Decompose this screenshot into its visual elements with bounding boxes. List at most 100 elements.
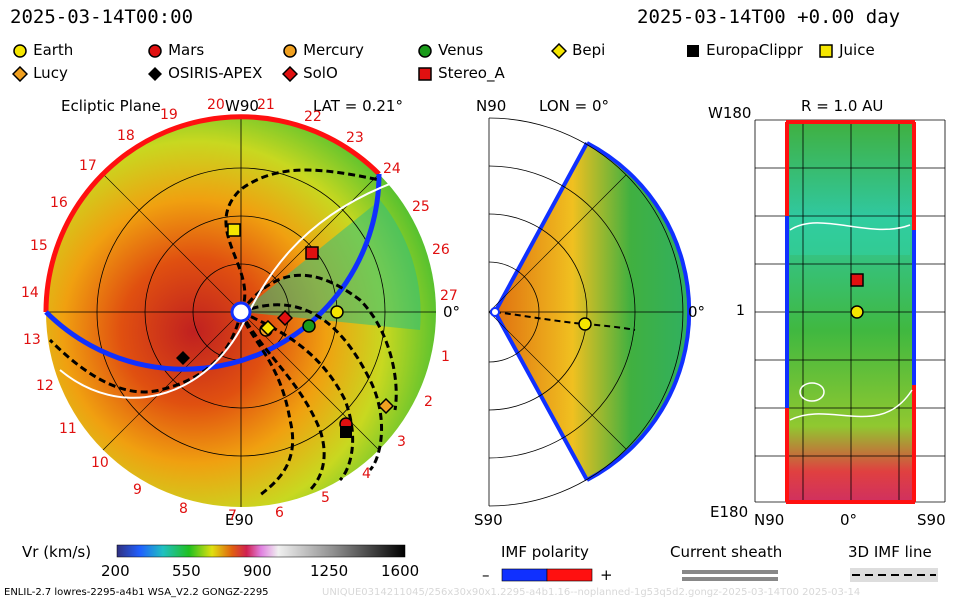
juice-square-icon [819, 43, 833, 58]
footer-left: ENLIL-2.7 lowres-2295-a4b1 WSA_V2.2 GONG… [4, 587, 269, 598]
tick-14: 14 [21, 285, 39, 301]
bepi-diamond-icon [550, 42, 568, 59]
stereo-a-square-icon [418, 66, 432, 81]
colorbar-label: Vr (km/s) [22, 543, 92, 561]
marker-earth [330, 305, 344, 319]
cb-tick-1250: 1250 [310, 562, 349, 580]
radial-earth-marker [850, 305, 864, 319]
radial-n90-label: N90 [754, 511, 785, 529]
radial-zero-label: 0° [840, 511, 858, 529]
cb-tick-900: 900 [243, 562, 272, 580]
tick-20: 20 [207, 97, 225, 113]
tick-3: 3 [397, 434, 406, 450]
ecliptic-title: Ecliptic Plane [61, 97, 161, 115]
ecliptic-zero-label: 0° [443, 303, 461, 321]
imf-line-label: 3D IMF line [848, 543, 932, 561]
legend-bepi: Bepi [550, 40, 605, 59]
s90-label: S90 [474, 511, 503, 529]
marker-venus [301, 319, 316, 334]
tick-19: 19 [160, 107, 178, 123]
tick-13: 13 [23, 332, 41, 348]
tick-5: 5 [321, 490, 330, 506]
legend-venus: Venus [417, 40, 483, 59]
tick-12: 12 [36, 378, 54, 394]
current-sheath-line-a [682, 570, 778, 574]
n90-label: N90 [476, 97, 507, 115]
mars-circle-icon [148, 43, 162, 58]
tick-15: 15 [30, 238, 48, 254]
tick-6: 6 [275, 505, 284, 521]
marker-juice [227, 223, 241, 237]
legend-juice: Juice [818, 40, 875, 59]
legend-stereo-a: Stereo_A [417, 63, 505, 82]
legend-solo: SolO [281, 63, 338, 82]
lat-label: LAT = 0.21° [313, 97, 403, 115]
radial-one-label: 1 [736, 303, 745, 319]
legend-mercury: Mercury [282, 40, 364, 59]
tick-25: 25 [412, 199, 430, 215]
tick-11: 11 [59, 421, 77, 437]
venus-circle-icon [418, 43, 432, 58]
w90-label: W90 [225, 97, 259, 115]
legend-europaclipper: EuropaClippr [685, 40, 803, 59]
tick-24: 24 [383, 161, 401, 177]
tick-2: 2 [424, 394, 433, 410]
right-timestamp: 2025-03-14T00 +0.00 day [637, 6, 901, 28]
lon-label: LON = 0° [539, 97, 609, 115]
tick-8: 8 [179, 501, 188, 517]
imf-negative-swatch [501, 568, 548, 582]
imf-positive-swatch [546, 568, 593, 582]
current-sheath-label: Current sheath [670, 543, 783, 561]
footer-right: UNIQUE0314211045/256x30x90x1.2295-a4b1.1… [322, 587, 861, 598]
ecliptic-plot [43, 114, 436, 507]
tick-1: 1 [441, 349, 450, 365]
tick-21: 21 [257, 97, 275, 113]
marker-europaclippr [339, 426, 352, 439]
current-sheath-line-b [682, 577, 778, 581]
lucy-diamond-icon [11, 65, 29, 82]
w180-label: W180 [708, 104, 752, 122]
marker-osiris-apex [175, 350, 190, 365]
meridional-earth-marker [578, 317, 592, 331]
legend-earth: Earth [12, 40, 73, 59]
imf-polarity-label: IMF polarity [501, 543, 589, 561]
tick-17: 17 [79, 158, 97, 174]
meridional-zero-label: 0° [688, 303, 706, 321]
tick-26: 26 [432, 242, 450, 258]
cb-tick-550: 550 [172, 562, 201, 580]
legend-lucy: Lucy [11, 63, 68, 82]
e90-label: E90 [225, 511, 254, 529]
marker-solo [276, 310, 293, 327]
mercury-circle-icon [283, 43, 297, 58]
tick-7: 7 [228, 508, 237, 524]
radial-stereo-a-marker [850, 273, 864, 287]
solo-diamond-icon [281, 65, 299, 82]
imf-plus: + [600, 566, 613, 584]
tick-27: 27 [440, 288, 458, 304]
radial-s90-label: S90 [917, 511, 946, 529]
marker-bepi [260, 319, 277, 336]
cb-tick-1600: 1600 [381, 562, 420, 580]
earth-circle-icon [13, 43, 27, 58]
marker-stereo-a [304, 246, 319, 260]
legend-osiris-apex: OSIRIS-APEX [147, 63, 262, 82]
legend-mars: Mars [147, 40, 204, 59]
meridional-plot [488, 117, 692, 507]
tick-18: 18 [117, 128, 135, 144]
left-timestamp: 2025-03-14T00:00 [10, 6, 194, 28]
tick-10: 10 [91, 455, 109, 471]
tick-16: 16 [50, 195, 68, 211]
colorbar [116, 544, 406, 558]
tick-9: 9 [133, 482, 142, 498]
tick-23: 23 [346, 130, 364, 146]
europaclipper-square-icon [687, 44, 699, 57]
cb-tick-200: 200 [101, 562, 130, 580]
tick-4: 4 [362, 466, 371, 482]
r-label: R = 1.0 AU [801, 97, 884, 115]
e180-label: E180 [710, 503, 749, 521]
marker-lucy [377, 398, 394, 415]
osiris-apex-diamond-icon [148, 66, 162, 81]
imf-minus: – [482, 566, 490, 584]
tick-22: 22 [304, 109, 322, 125]
